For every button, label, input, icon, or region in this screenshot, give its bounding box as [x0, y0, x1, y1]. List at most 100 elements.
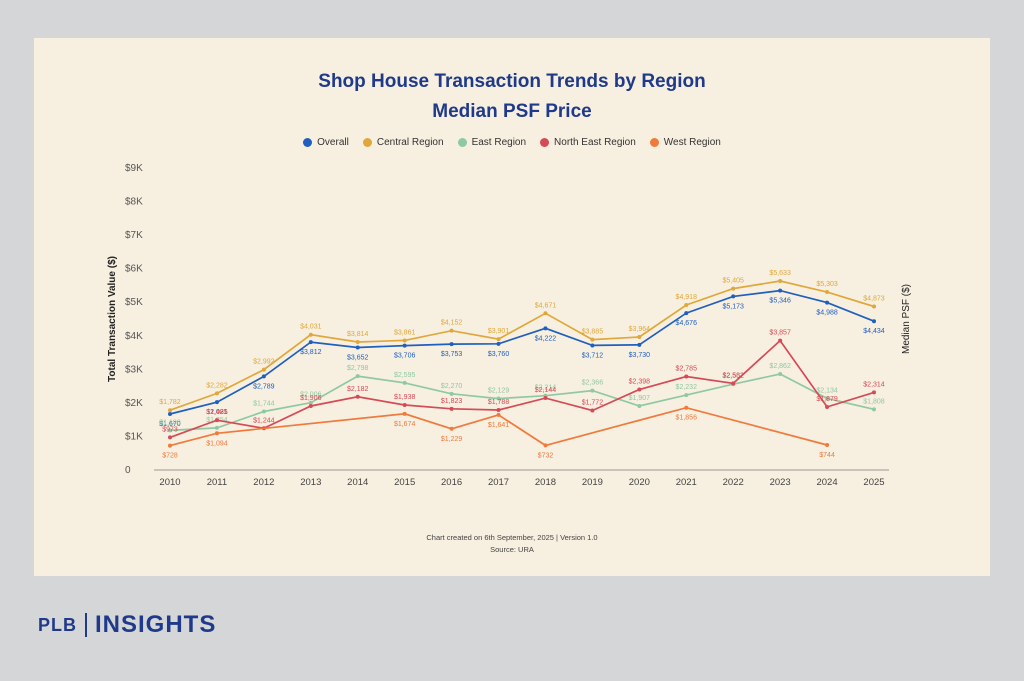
series-line-1	[169, 280, 875, 412]
y-tick-label: $5K	[125, 297, 143, 308]
x-tick-label: 2021	[676, 477, 697, 488]
data-label: $973	[162, 426, 178, 433]
data-label: $5,633	[769, 270, 791, 277]
data-label: $1,938	[394, 394, 416, 401]
series-line-3	[169, 339, 875, 439]
y-axis-title-left: Total Transaction Value ($)	[107, 256, 118, 382]
data-label: $3,885	[582, 329, 604, 336]
data-label: $5,303	[816, 281, 838, 288]
data-label: $1,229	[441, 436, 463, 443]
brand-right-text: INSIGHTS	[95, 611, 217, 638]
data-point	[684, 311, 689, 316]
data-point	[308, 400, 313, 405]
brand-logo: PLB INSIGHTS	[38, 611, 216, 639]
x-tick-label: 2010	[159, 477, 180, 488]
data-point	[543, 311, 548, 316]
data-point	[637, 404, 642, 409]
data-point	[308, 404, 313, 409]
data-label: $1,879	[816, 396, 838, 403]
y-tick-label: $8K	[125, 197, 143, 208]
data-label: $3,964	[629, 326, 651, 333]
data-point	[684, 393, 689, 398]
data-label: $2,798	[347, 365, 369, 372]
data-point	[684, 374, 689, 379]
legend-item-north-east[interactable]: North East Region	[540, 137, 636, 148]
data-label: $2,314	[863, 381, 885, 388]
data-point	[590, 408, 595, 413]
data-point	[214, 400, 219, 405]
data-point	[778, 278, 783, 283]
data-label: $1,674	[394, 421, 416, 428]
x-tick-label: 2024	[816, 477, 837, 488]
data-point	[168, 408, 172, 413]
x-tick-label: 2015	[394, 477, 415, 488]
data-label: $4,434	[863, 328, 885, 335]
data-point	[308, 332, 313, 337]
series-line-0	[169, 289, 875, 415]
data-point	[355, 394, 360, 399]
y-tick-label: $4K	[125, 331, 143, 342]
legend-marker	[649, 138, 659, 147]
data-label: $2,006	[300, 392, 322, 399]
data-point	[355, 345, 360, 350]
brand-divider	[85, 613, 87, 637]
data-point	[355, 340, 360, 345]
data-label: $3,857	[769, 330, 791, 337]
legend-label: Overall	[317, 137, 349, 148]
data-point	[731, 381, 736, 386]
data-point	[590, 343, 595, 348]
legend-item-overall[interactable]: Overall	[303, 137, 349, 148]
data-point	[637, 334, 642, 339]
data-label: $3,861	[394, 329, 416, 336]
legend-item-east[interactable]: East Region	[457, 137, 526, 148]
data-point	[168, 435, 172, 440]
data-point	[731, 294, 736, 299]
y-tick-label: 0	[125, 465, 131, 476]
legend-marker	[362, 138, 372, 147]
legend-item-central[interactable]: Central Region	[362, 137, 444, 148]
data-label: $3,652	[347, 354, 369, 361]
data-label: $5,173	[722, 303, 744, 310]
data-point	[637, 387, 642, 392]
y-tick-label: $6K	[125, 264, 143, 275]
data-point	[449, 426, 454, 431]
data-label: $2,214	[535, 385, 557, 392]
y-tick-label: $7K	[125, 230, 143, 241]
chart-legend: Overall Central Region East Region North…	[34, 137, 990, 148]
data-label: $2,129	[488, 388, 510, 395]
x-tick-label: 2014	[347, 477, 368, 488]
data-label: $1,094	[206, 440, 228, 447]
data-point	[214, 391, 219, 396]
legend-label: North East Region	[554, 137, 636, 148]
data-point	[684, 302, 689, 307]
x-tick-label: 2013	[300, 477, 321, 488]
data-label: $2,144	[535, 387, 557, 394]
data-point	[684, 405, 689, 410]
data-label: $3,901	[488, 328, 510, 335]
legend-item-west[interactable]: West Region	[649, 137, 721, 148]
x-tick-label: 2022	[723, 477, 744, 488]
data-point	[825, 404, 830, 409]
data-label: $744	[819, 452, 835, 459]
data-label: $4,988	[816, 310, 838, 317]
data-point	[496, 396, 501, 401]
data-point	[778, 338, 783, 343]
x-tick-label: 2023	[770, 477, 791, 488]
data-point	[168, 443, 172, 448]
data-point	[214, 431, 219, 436]
data-point	[637, 342, 642, 347]
data-point	[590, 388, 595, 393]
data-point	[496, 341, 501, 346]
data-label: $1,244	[253, 417, 275, 424]
data-label: $2,366	[582, 380, 604, 387]
data-label: $2,398	[629, 379, 651, 386]
data-label: $3,712	[582, 352, 604, 359]
data-label: $1,856	[676, 415, 698, 422]
legend-marker	[303, 138, 313, 147]
chart-source-note: Source: URA	[490, 545, 534, 554]
data-label: $2,789	[253, 383, 275, 390]
data-point	[168, 411, 172, 416]
x-tick-label: 2018	[535, 477, 556, 488]
y-axis-title-right: Median PSF ($)	[901, 284, 912, 354]
data-point	[449, 328, 454, 333]
